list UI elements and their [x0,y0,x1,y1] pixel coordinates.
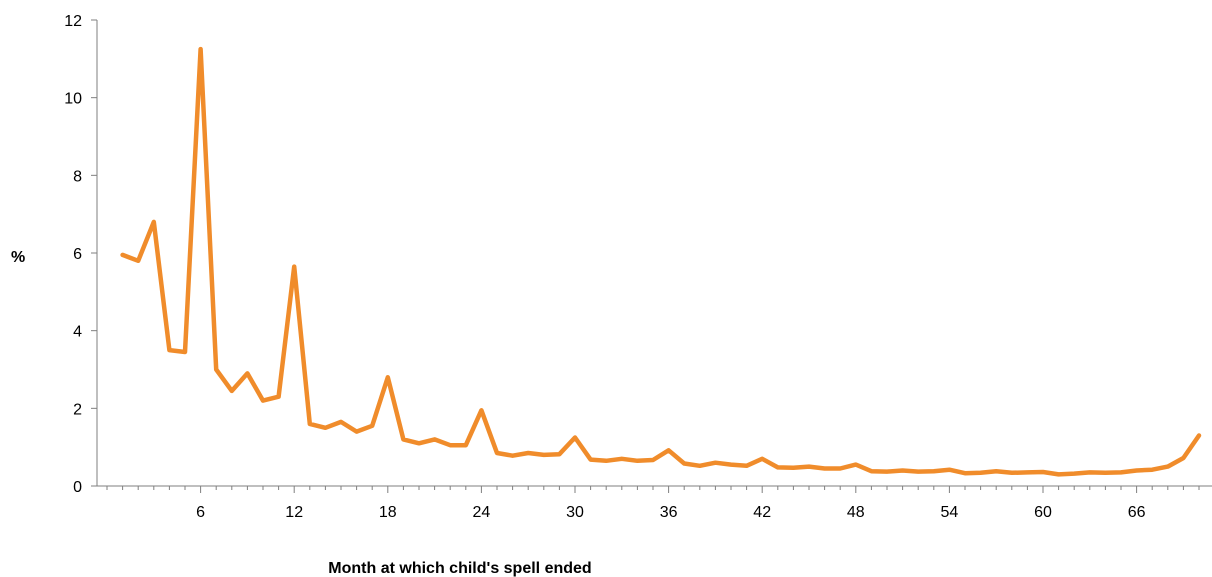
series-line [120,46,1202,477]
data-point [495,451,499,455]
data-point [199,47,203,51]
y-tick-labels: 0 2 4 6 8 10 12 [64,13,82,496]
data-point [261,399,265,403]
data-point [401,437,405,441]
y-tick-label: 2 [73,401,82,418]
data-point [167,348,171,352]
data-point [448,443,452,447]
data-point [245,371,249,375]
data-point [464,443,468,447]
data-point [589,458,593,462]
x-tick-label: 24 [473,504,491,521]
data-point [0,410,2,414]
data-point [1057,472,1061,476]
x-tick-label: 12 [285,504,303,521]
data-point [511,454,515,458]
data-point [979,471,983,475]
data-point [183,350,187,354]
x-tick-label: 66 [1128,504,1146,521]
y-tick-label: 4 [73,324,82,341]
data-point [1072,472,1076,476]
x-axis-title: Month at which child's spell ended [328,560,591,577]
data-point [869,469,873,473]
data-point [339,420,343,424]
data-point [573,436,577,440]
x-tick-label: 54 [941,504,959,521]
data-point [760,457,764,461]
data-point [963,471,967,475]
x-tick-label: 6 [196,504,205,521]
data-point [417,441,421,445]
data-point [386,375,390,379]
x-tick-label: 30 [566,504,584,521]
data-point [1088,470,1092,474]
data-point [620,457,624,461]
data-point [308,422,312,426]
data-point [433,437,437,441]
data-point [526,451,530,455]
data-point [791,466,795,470]
data-point [1010,471,1014,475]
data-point [823,467,827,471]
data-point [1119,470,1123,474]
x-tick-label: 48 [847,504,865,521]
data-point [1181,456,1185,460]
data-point [635,459,639,463]
data-point [557,452,561,456]
x-tick-label: 18 [379,504,397,521]
data-point [667,448,671,452]
data-point [682,462,686,466]
x-tick-label: 42 [753,504,771,521]
data-point [214,368,218,372]
data-point [604,459,608,463]
data-point [479,408,483,412]
data-point [1041,470,1045,474]
x-tick-label: 36 [660,504,678,521]
data-point [370,424,374,428]
data-point [277,395,281,399]
data-point [713,461,717,465]
data-point [838,467,842,471]
y-tick-label: 12 [64,13,82,30]
data-point [136,259,140,263]
data-point [994,469,998,473]
data-point [355,430,359,434]
data-point [292,265,296,269]
y-tick-label: 6 [73,246,82,263]
data-point [1197,434,1201,438]
data-point [1135,469,1139,473]
data-point [947,468,951,472]
data-point [932,469,936,473]
x-tick-labels: 6 12 18 24 30 36 42 48 54 60 66 [196,504,1145,521]
data-point [542,453,546,457]
data-point [916,470,920,474]
data-point [152,220,156,224]
y-tick-label: 10 [64,91,82,108]
data-point [807,465,811,469]
series [0,46,1202,477]
data-point [121,253,125,257]
data-point [854,463,858,467]
data-point [698,464,702,468]
data-point [729,463,733,467]
data-point [1166,465,1170,469]
y-tick-label: 0 [73,479,82,496]
data-point [745,464,749,468]
data-point [323,426,327,430]
data-point [230,389,234,393]
data-point [651,458,655,462]
data-point [1150,468,1154,472]
y-axis [91,19,98,487]
data-point [1025,470,1029,474]
data-point [1103,471,1107,475]
x-tick-label: 60 [1034,504,1052,521]
x-minor-ticks [106,486,1200,493]
data-point [885,470,889,474]
data-point [901,469,905,473]
data-point [776,465,780,469]
y-tick-label: 8 [73,168,82,185]
y-axis-title: % [11,249,25,266]
